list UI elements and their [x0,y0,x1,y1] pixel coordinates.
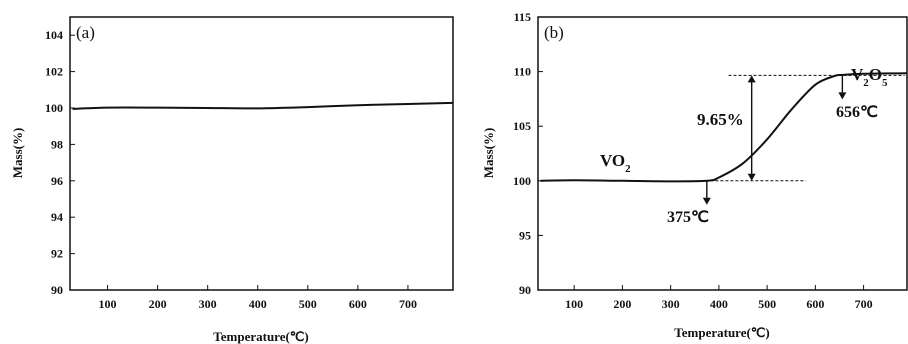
y-tick-label: 100 [513,174,531,188]
x-axis-label-b: Temperature(℃) [674,325,769,340]
y-tick-label: 96 [51,174,63,188]
onset-temp-label: 375℃ [667,209,709,226]
plot-frame-a [69,16,454,291]
x-tick-label: 200 [149,297,167,311]
y-axis-label-a: Mass(%) [10,128,25,179]
arrowhead-up [747,75,756,83]
axis-ticks-a: 100 200 300 400 500 600 700 90 92 94 96 98 100 102 104 [45,28,417,311]
x-tick-label: 700 [399,297,417,311]
y-tick-label: 104 [45,28,63,42]
x-tick-label: 400 [710,297,728,311]
y-tick-label: 115 [514,10,531,24]
x-tick-label: 600 [806,297,824,311]
x-tick-label: 200 [613,297,631,311]
x-tick-label: 300 [662,297,680,311]
y-tick-label: 90 [519,283,531,297]
x-tick-label: 700 [855,297,873,311]
v2o5-label: V2O5 [851,65,888,89]
axis-ticks-b: 100 200 300 400 500 600 700 90 95 100 105 110 115 [513,10,873,311]
y-tick-label: 110 [514,65,531,79]
x-tick-label: 300 [199,297,217,311]
onset-arrowhead [702,197,711,205]
mass-change-label: 9.65% [697,110,744,129]
y-tick-label: 90 [51,283,63,297]
vo2-label: VO2 [600,151,631,175]
y-tick-label: 92 [51,247,63,261]
mass-curve-a [72,101,454,110]
y-tick-label: 105 [513,119,531,133]
x-tick-label: 400 [249,297,267,311]
panel-label-a: (a) [76,23,95,42]
x-tick-label: 600 [349,297,367,311]
plot-frame-b [537,16,908,291]
x-tick-label: 100 [565,297,583,311]
y-tick-label: 95 [519,228,531,242]
panel-label-b: (b) [544,23,564,42]
x-tick-label: 500 [758,297,776,311]
end-arrowhead [838,92,847,100]
x-tick-label: 500 [299,297,317,311]
y-axis-label-b: Mass(%) [481,128,496,179]
mass-curve-b [540,72,908,183]
annotation-guides-b [702,74,905,205]
chart-panel-a: 100 200 300 400 500 600 700 90 92 94 96 98 100 102 104… [10,16,454,344]
y-tick-label: 98 [51,137,63,151]
y-tick-label: 102 [45,65,63,79]
x-tick-label: 100 [99,297,117,311]
arrowhead-down [747,173,756,181]
y-tick-label: 100 [45,101,63,115]
chart-panel-b: 100 200 300 400 500 600 700 90 95 100 105 110 115 (b… [481,10,908,340]
end-temp-label: 656℃ [836,104,878,121]
y-tick-label: 94 [51,210,63,224]
x-axis-label-a: Temperature(℃) [213,329,308,344]
